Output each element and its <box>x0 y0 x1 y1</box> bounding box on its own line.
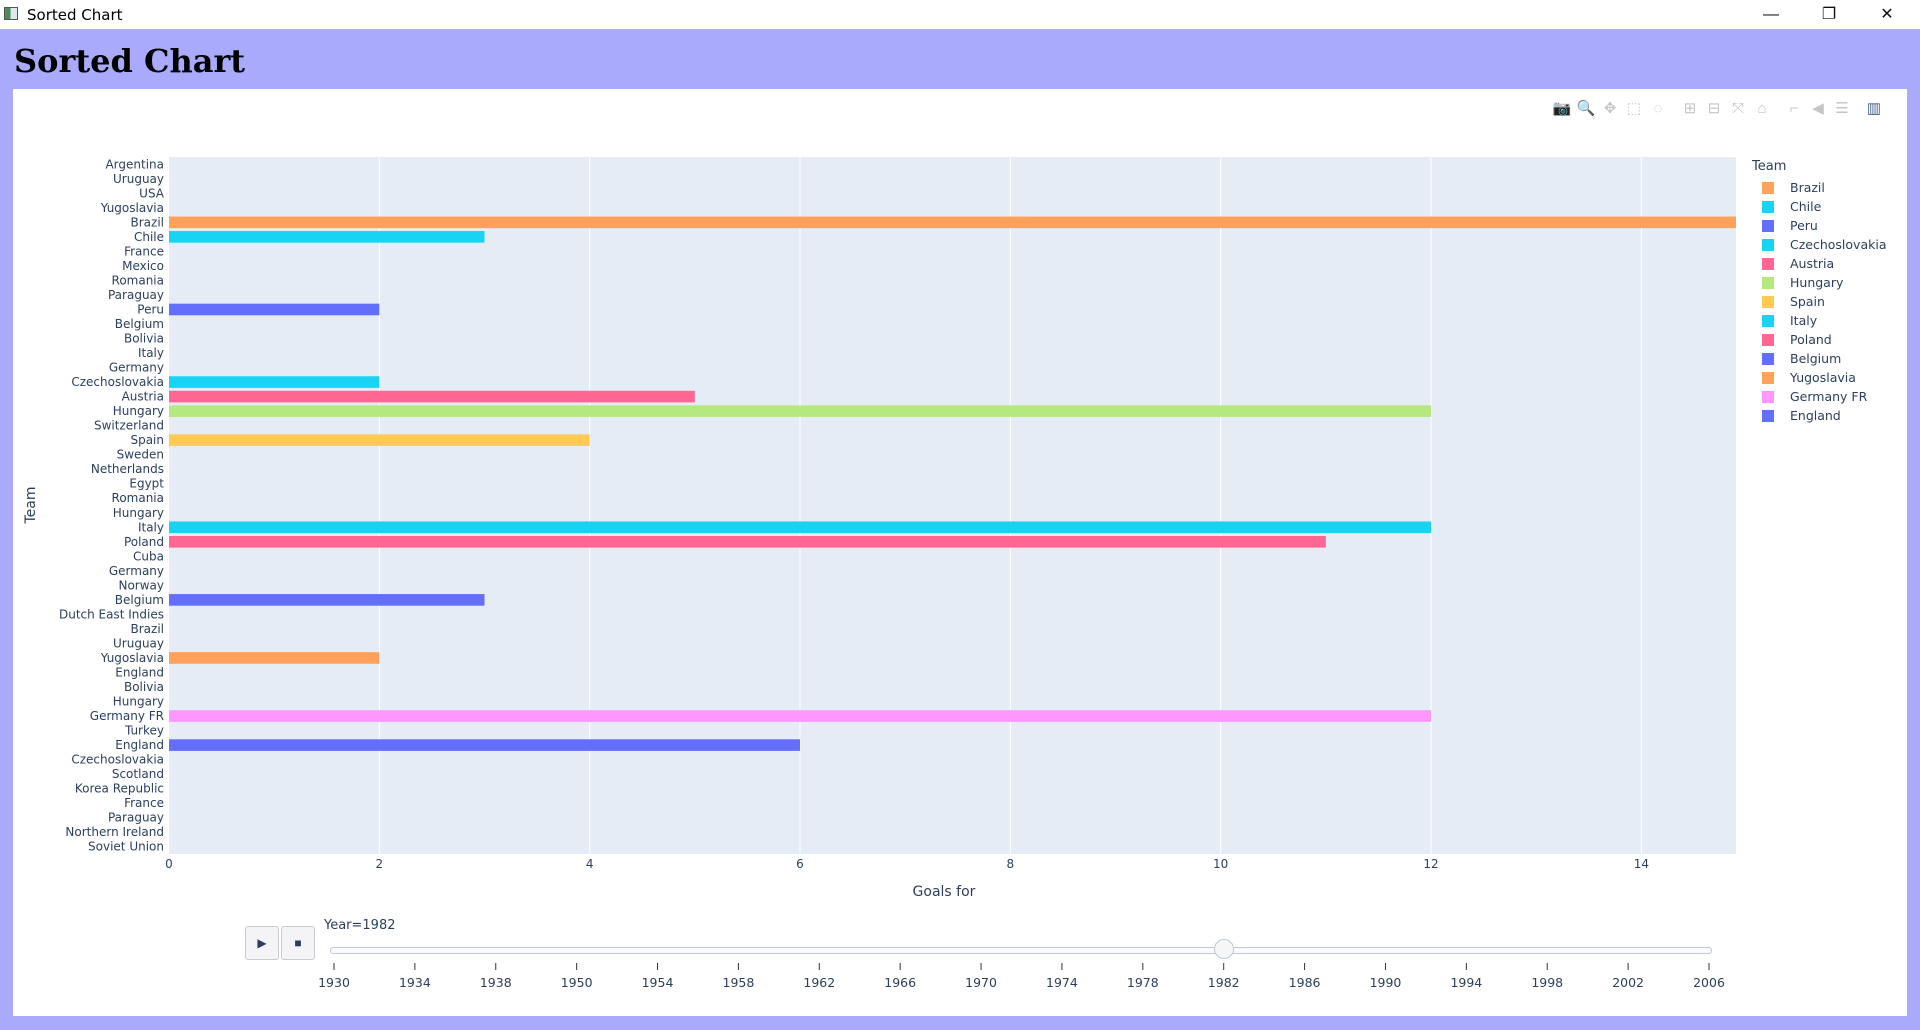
legend-item[interactable]: Spain <box>1762 292 1886 311</box>
legend-label: Yugoslavia <box>1790 370 1856 385</box>
legend-swatch <box>1762 334 1774 346</box>
zoom-in-icon[interactable]: ⊞ <box>1678 96 1702 120</box>
legend-item[interactable]: Austria <box>1762 254 1886 273</box>
legend-label: Poland <box>1790 332 1832 347</box>
zoom-out-icon[interactable]: ⊟ <box>1702 96 1726 120</box>
legend-label: Italy <box>1790 313 1817 328</box>
stop-button[interactable]: ■ <box>281 926 315 960</box>
legend-label: Hungary <box>1790 275 1843 290</box>
camera-icon[interactable]: 📷 <box>1550 96 1574 120</box>
legend-item[interactable]: Chile <box>1762 197 1886 216</box>
legend-swatch <box>1762 372 1774 384</box>
hover-compare-icon[interactable]: ☰ <box>1830 96 1854 120</box>
box-select-icon[interactable]: ⬚ <box>1622 96 1646 120</box>
legend: Brazil Chile Peru Czechoslovakia Austria Hung… <box>1762 178 1886 425</box>
legend-item[interactable]: Poland <box>1762 330 1886 349</box>
legend-label: England <box>1790 408 1841 423</box>
restore-button[interactable]: ❐ <box>1800 0 1858 29</box>
legend-swatch <box>1762 353 1774 365</box>
legend-label: Austria <box>1790 256 1834 271</box>
zoom-icon[interactable]: 🔍 <box>1574 96 1598 120</box>
legend-item[interactable]: Peru <box>1762 216 1886 235</box>
pan-icon[interactable]: ✥ <box>1598 96 1622 120</box>
legend-item[interactable]: England <box>1762 406 1886 425</box>
spike-lines-icon[interactable]: ⌐ <box>1782 96 1806 120</box>
legend-swatch <box>1762 391 1774 403</box>
legend-item[interactable]: Brazil <box>1762 178 1886 197</box>
legend-swatch <box>1762 410 1774 422</box>
legend-item[interactable]: Belgium <box>1762 349 1886 368</box>
autoscale-icon[interactable]: ⤧ <box>1726 96 1750 120</box>
app-icon <box>4 7 18 20</box>
legend-swatch <box>1762 239 1774 251</box>
legend-label: Belgium <box>1790 351 1841 366</box>
window-titlebar: Sorted Chart — ❐ ✕ <box>0 0 1920 29</box>
window-title: Sorted Chart <box>27 6 123 24</box>
legend-item[interactable]: Czechoslovakia <box>1762 235 1886 254</box>
legend-item[interactable]: Italy <box>1762 311 1886 330</box>
slider-current-label: Year=1982 <box>324 918 396 933</box>
legend-item[interactable]: Germany FR <box>1762 387 1886 406</box>
legend-label: Chile <box>1790 199 1821 214</box>
legend-swatch <box>1762 296 1774 308</box>
legend-label: Czechoslovakia <box>1790 237 1886 252</box>
legend-label: Peru <box>1790 218 1818 233</box>
plot-modebar: 📷 🔍 ✥ ⬚ ◌ ⊞ ⊟ ⤧ ⌂ ⌐ ◀ ☰ ▥ <box>1550 96 1886 120</box>
legend-swatch <box>1762 220 1774 232</box>
minimize-button[interactable]: — <box>1742 0 1800 29</box>
page-title: Sorted Chart <box>14 42 245 80</box>
legend-label: Germany FR <box>1790 389 1867 404</box>
legend-item[interactable]: Hungary <box>1762 273 1886 292</box>
hover-closest-icon[interactable]: ◀ <box>1806 96 1830 120</box>
legend-swatch <box>1762 277 1774 289</box>
legend-swatch <box>1762 182 1774 194</box>
chart-panel <box>13 89 1907 1016</box>
legend-swatch <box>1762 258 1774 270</box>
reset-axes-icon[interactable]: ⌂ <box>1750 96 1774 120</box>
legend-item[interactable]: Yugoslavia <box>1762 368 1886 387</box>
close-button[interactable]: ✕ <box>1858 0 1916 29</box>
year-slider-handle[interactable] <box>1214 939 1234 959</box>
plotly-logo-icon[interactable]: ▥ <box>1862 96 1886 120</box>
year-slider-rail[interactable] <box>330 947 1712 954</box>
legend-swatch <box>1762 315 1774 327</box>
legend-label: Spain <box>1790 294 1825 309</box>
play-button[interactable]: ▶ <box>245 926 279 960</box>
legend-title: Team <box>1752 159 1786 174</box>
legend-label: Brazil <box>1790 180 1825 195</box>
legend-swatch <box>1762 201 1774 213</box>
lasso-select-icon[interactable]: ◌ <box>1646 96 1670 120</box>
